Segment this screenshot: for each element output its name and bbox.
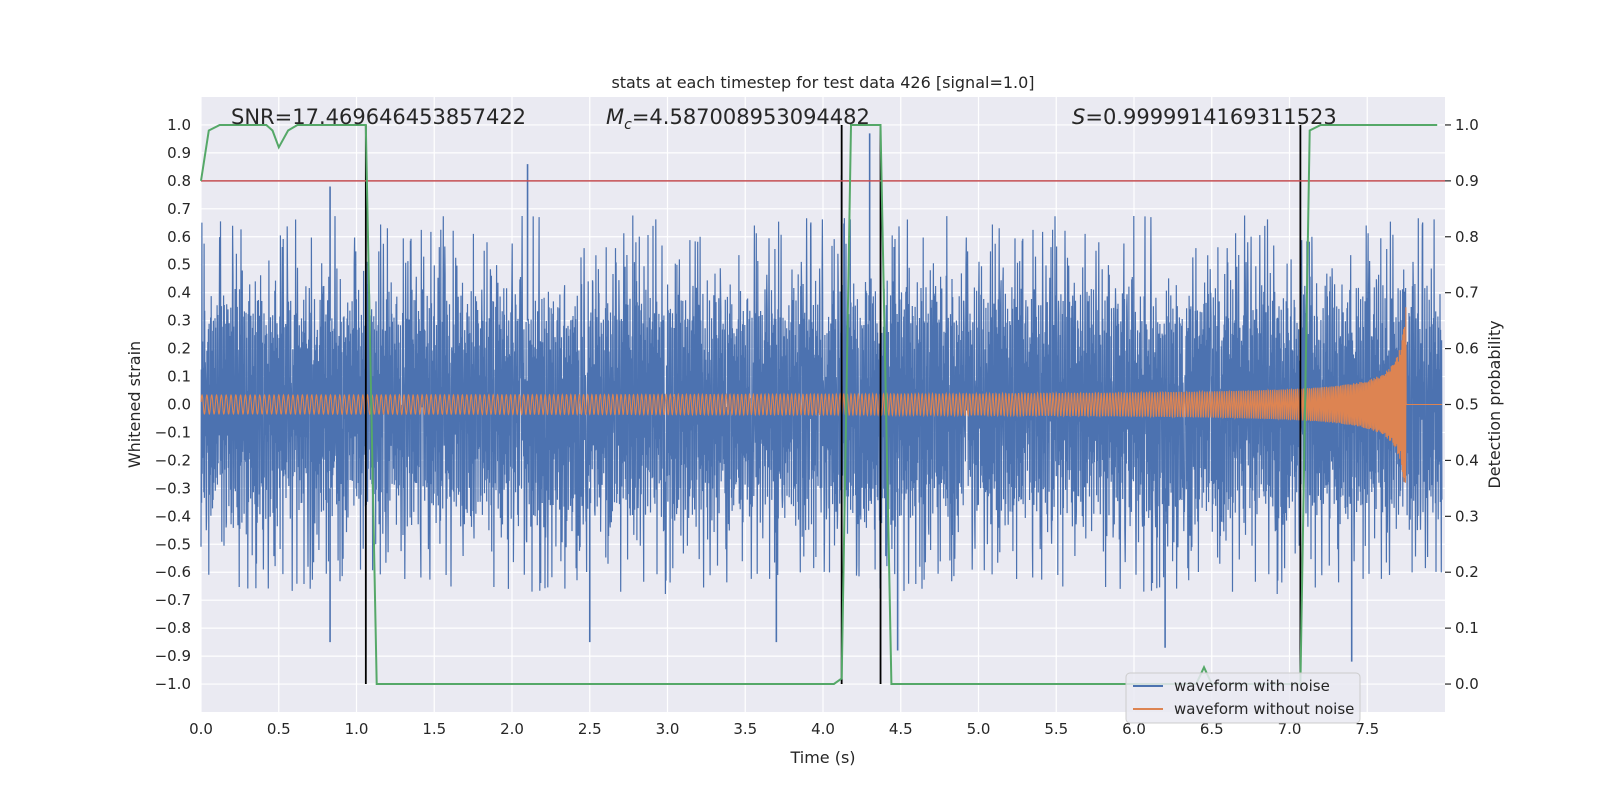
y-tick-label: −0.1	[155, 423, 191, 441]
y2-tick-label: 0.9	[1455, 172, 1479, 190]
chirp-mass-annotation: Mc=4.587008953094482	[606, 105, 870, 133]
x-tick-label: 7.5	[1355, 720, 1379, 738]
mc-symbol: M	[606, 105, 624, 129]
legend-label-clean: waveform without noise	[1174, 700, 1354, 718]
significance-annotation: S=0.9999914169311523	[1072, 105, 1337, 129]
y-tick-label: 0.8	[167, 172, 191, 190]
y2-tick-label: 1.0	[1455, 116, 1479, 134]
snr-annotation: SNR=17.469646453857422	[231, 105, 526, 129]
y-tick-label: −0.4	[155, 507, 191, 525]
axis-ticks: 0.0 0.5 1.0 1.5 2.0 2.5 3.0 3.5 4.0 4.5 5.0 5.5 6.0 6…	[155, 116, 1479, 738]
y-axis-label: Whitened strain	[125, 341, 144, 468]
x-tick-label: 7.0	[1278, 720, 1302, 738]
x-tick-label: 1.5	[422, 720, 446, 738]
x-tick-label: 2.0	[500, 720, 524, 738]
y-tick-label: 0.1	[167, 368, 191, 386]
x-tick-label: 0.5	[267, 720, 291, 738]
x-tick-label: 2.5	[578, 720, 602, 738]
y-tick-label: 0.7	[167, 200, 191, 218]
y-tick-label: 0.2	[167, 340, 191, 358]
y-tick-label: −0.2	[155, 451, 191, 469]
y-tick-label: −0.9	[155, 647, 191, 665]
y-tick-label: −0.3	[155, 479, 191, 497]
y2-tick-label: 0.8	[1455, 228, 1479, 246]
y-tick-label: −0.7	[155, 591, 191, 609]
x-tick-label: 6.5	[1200, 720, 1224, 738]
x-tick-label: 4.0	[811, 720, 835, 738]
y2-tick-label: 0.5	[1455, 396, 1479, 414]
s-symbol: S	[1072, 105, 1085, 129]
y-tick-label: −0.5	[155, 535, 191, 553]
y-tick-label: 0.9	[167, 144, 191, 162]
x-tick-label: 3.5	[733, 720, 757, 738]
y2-tick-label: 0.1	[1455, 619, 1479, 637]
y-tick-label: 0.3	[167, 312, 191, 330]
y2-axis-label: Detection probability	[1485, 320, 1504, 488]
y2-tick-label: 0.6	[1455, 340, 1479, 358]
x-tick-label: 3.0	[656, 720, 680, 738]
y-tick-label: 0.0	[167, 396, 191, 414]
y2-tick-label: 0.7	[1455, 284, 1479, 302]
y-tick-label: −0.6	[155, 563, 191, 581]
y2-tick-label: 0.4	[1455, 451, 1479, 469]
mc-value: =4.587008953094482	[632, 105, 870, 129]
x-axis-label: Time (s)	[789, 748, 855, 767]
series-waveform-with-noise	[200, 133, 1443, 662]
y2-tick-label: 0.3	[1455, 507, 1479, 525]
chart-title: stats at each timestep for test data 426…	[611, 73, 1034, 92]
y-tick-label: 0.6	[167, 228, 191, 246]
y2-tick-label: 0.0	[1455, 675, 1479, 693]
y-tick-label: 0.5	[167, 256, 191, 274]
legend: waveform with noise waveform without noi…	[1125, 672, 1361, 724]
y-tick-label: −1.0	[155, 675, 191, 693]
y-tick-label: 0.4	[167, 284, 191, 302]
series-line-clean	[200, 307, 1442, 483]
legend-box	[1125, 672, 1361, 724]
x-tick-label: 4.5	[889, 720, 913, 738]
x-tick-label: 5.5	[1044, 720, 1068, 738]
series-line-noise	[200, 215, 1443, 595]
mc-subscript: c	[624, 117, 632, 133]
vertical-markers	[364, 124, 1302, 685]
y2-tick-label: 0.2	[1455, 563, 1479, 581]
s-value: =0.9999914169311523	[1085, 105, 1336, 129]
x-tick-label: 5.0	[967, 720, 991, 738]
legend-label-noise: waveform with noise	[1174, 677, 1330, 695]
y-tick-label: −0.8	[155, 619, 191, 637]
x-tick-label: 6.0	[1122, 720, 1146, 738]
x-tick-label: 1.0	[345, 720, 369, 738]
x-tick-label: 0.0	[189, 720, 213, 738]
y-tick-label: 1.0	[167, 116, 191, 134]
series-waveform-without-noise	[200, 307, 1442, 483]
